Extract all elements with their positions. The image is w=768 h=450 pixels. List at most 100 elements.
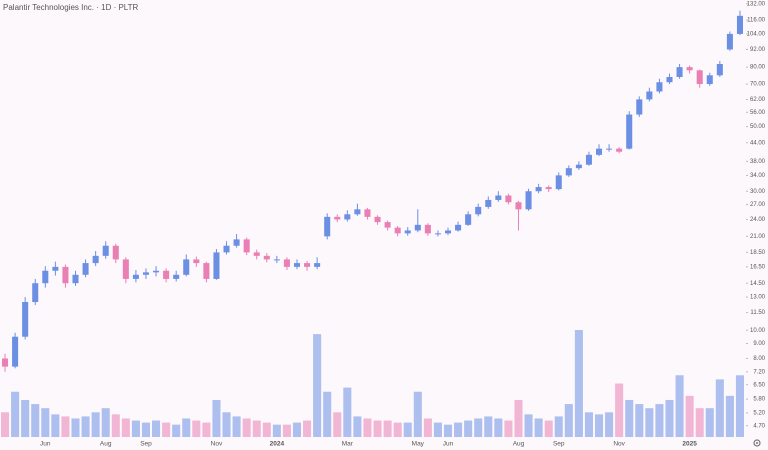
volume-bar bbox=[353, 416, 362, 437]
candle-body bbox=[414, 224, 421, 231]
volume-bar bbox=[433, 422, 442, 437]
volume-bar bbox=[31, 404, 40, 437]
y-tick-label: 6.50 bbox=[753, 382, 765, 388]
volume-bar bbox=[454, 422, 463, 437]
volume-bar bbox=[61, 416, 70, 437]
y-tick-label: 44.00 bbox=[750, 140, 766, 146]
volume-bar bbox=[41, 408, 50, 437]
volume-bar bbox=[71, 418, 80, 437]
volume-bar bbox=[464, 420, 473, 437]
volume-bar bbox=[725, 395, 734, 437]
y-tick-label: 14.50 bbox=[750, 281, 766, 287]
volume-bar bbox=[262, 422, 271, 437]
candle-body bbox=[515, 202, 522, 210]
candle-body bbox=[596, 148, 603, 155]
candle-body bbox=[32, 283, 39, 302]
volume-bar bbox=[222, 412, 231, 437]
volume-bar bbox=[423, 418, 432, 437]
volume-bar bbox=[373, 420, 382, 437]
candle-body bbox=[736, 15, 743, 34]
candle-body bbox=[112, 245, 119, 260]
candle-body bbox=[404, 230, 411, 234]
volume-bar bbox=[333, 412, 342, 437]
chart-title: Palantir Technologies Inc. · 1D · PLTR bbox=[3, 3, 139, 12]
volume-bar bbox=[715, 379, 724, 437]
candle-body bbox=[52, 266, 59, 271]
y-tick-label: 18.50 bbox=[750, 250, 766, 256]
candle-body bbox=[706, 75, 713, 85]
candle-body bbox=[545, 187, 552, 190]
candle-body bbox=[12, 336, 19, 367]
volume-bar bbox=[554, 416, 563, 437]
candle-body bbox=[475, 206, 482, 215]
volume-bar bbox=[252, 420, 261, 437]
candle-body bbox=[616, 148, 623, 152]
candle-body bbox=[444, 230, 452, 234]
candle-body bbox=[173, 274, 180, 279]
volume-bar bbox=[343, 387, 352, 437]
y-tick-label: 62.00 bbox=[750, 97, 766, 103]
volume-bar bbox=[101, 408, 110, 437]
candle-body bbox=[142, 272, 149, 275]
volume-bar bbox=[172, 424, 181, 437]
x-tick-label: Mar bbox=[342, 441, 354, 448]
volume-bar bbox=[162, 422, 171, 437]
y-tick-label: 56.00 bbox=[750, 110, 766, 116]
volume-bar bbox=[484, 416, 493, 437]
candle-body bbox=[273, 259, 280, 261]
volume-bar bbox=[232, 416, 241, 437]
candle-body bbox=[153, 270, 160, 273]
y-tick-label: 5.80 bbox=[753, 397, 765, 403]
y-tick-label: 13.00 bbox=[750, 295, 766, 301]
candle-body bbox=[213, 252, 220, 279]
volume-bar bbox=[323, 391, 332, 437]
volume-bar bbox=[141, 422, 151, 437]
candle-body bbox=[636, 99, 643, 115]
candle-body bbox=[62, 266, 69, 284]
x-tick-label: 2025 bbox=[682, 441, 697, 448]
candle-body bbox=[495, 195, 502, 200]
y-tick-label: 7.20 bbox=[753, 369, 765, 375]
x-tick-label: Aug bbox=[100, 441, 112, 448]
candle-body bbox=[646, 91, 653, 100]
volume-bar bbox=[383, 420, 392, 437]
volume-bar bbox=[182, 418, 191, 437]
x-tick-label: Nov bbox=[211, 441, 223, 448]
candle-body bbox=[344, 214, 351, 220]
y-tick-label: 24.00 bbox=[750, 217, 766, 223]
volume-bar bbox=[1, 412, 10, 437]
candle-body bbox=[122, 259, 129, 279]
candle-body bbox=[102, 245, 109, 256]
x-tick-label: Jun bbox=[443, 441, 454, 448]
candle-body bbox=[314, 263, 321, 267]
candle-body bbox=[666, 76, 673, 83]
volume-bar bbox=[594, 414, 604, 437]
volume-bar bbox=[91, 412, 100, 437]
candle-body bbox=[203, 263, 210, 279]
volume-bar bbox=[121, 418, 130, 437]
x-tick-label: Jun bbox=[40, 441, 51, 448]
candle-body bbox=[535, 187, 542, 192]
volume-bar bbox=[474, 418, 483, 437]
candle-body bbox=[223, 245, 230, 253]
volume-bar bbox=[494, 418, 503, 437]
volume-bar bbox=[292, 422, 302, 437]
y-tick-label: 34.00 bbox=[750, 173, 766, 179]
volume-bar bbox=[625, 399, 634, 437]
candle-body bbox=[696, 70, 703, 85]
settings-icon[interactable] bbox=[753, 439, 761, 447]
candle-body bbox=[585, 154, 592, 165]
y-tick-label: 132.00 bbox=[747, 1, 766, 7]
volume-bar bbox=[131, 420, 140, 437]
y-tick-label: 50.00 bbox=[750, 124, 766, 130]
candle-body bbox=[92, 255, 99, 264]
x-tick-label: 2024 bbox=[270, 441, 285, 448]
candle-body bbox=[606, 148, 613, 150]
y-tick-label: 70.00 bbox=[750, 82, 766, 88]
y-tick-label: 11.50 bbox=[750, 310, 765, 316]
volume-bar bbox=[51, 414, 60, 437]
y-tick-label: 104.00 bbox=[747, 32, 766, 38]
candle-body bbox=[22, 301, 29, 337]
candle-body bbox=[434, 233, 441, 235]
volume-bar bbox=[564, 404, 573, 437]
